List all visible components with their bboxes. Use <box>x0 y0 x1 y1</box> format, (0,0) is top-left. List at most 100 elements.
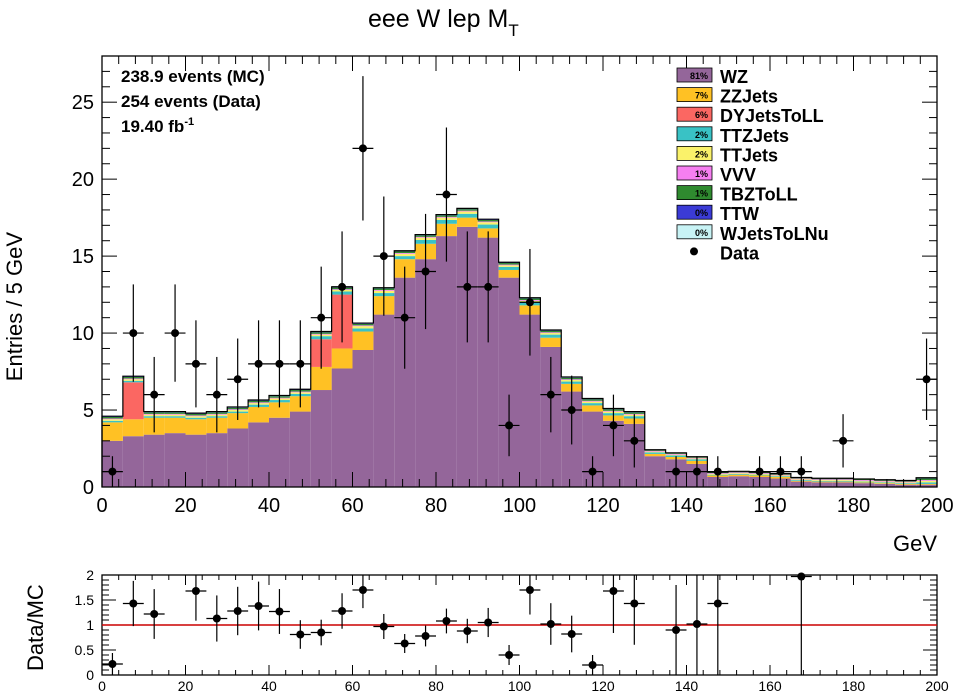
ratio-y-axis-label: Data/MC <box>23 584 48 671</box>
legend-swatch-ttzjets <box>676 126 713 142</box>
bar-wz-bin <box>143 434 165 487</box>
legend-percent: 6% <box>695 110 708 120</box>
data-events-label: 254 events (Data) <box>121 92 261 111</box>
data-point <box>463 282 472 291</box>
bar-tbztoll-bin <box>456 209 478 211</box>
legend-label-zzjets: ZZJets <box>720 87 778 107</box>
bar-ttjets-bin <box>874 481 896 483</box>
bar-wz-bin <box>811 482 833 487</box>
y-tick-label: 15 <box>72 246 94 268</box>
bar-zzjets-bin <box>185 419 207 435</box>
bar-vvv-bin <box>853 480 875 481</box>
bar-zzjets-bin <box>832 481 854 483</box>
bar-ttjets-bin <box>895 482 917 484</box>
bar-ttjets-bin <box>102 419 123 421</box>
data-point <box>922 375 931 384</box>
bar-wz-bin <box>248 422 269 487</box>
legend-label-data: Data <box>720 243 760 263</box>
ratio-point <box>212 614 221 623</box>
ratio-y-tick-label: 0.5 <box>75 642 95 658</box>
bar-vvv-bin <box>477 221 499 223</box>
bar-tbztoll-bin <box>164 412 186 414</box>
legend-label-ttzjets: TTZJets <box>720 126 789 146</box>
x-tick-label: 20 <box>174 495 196 517</box>
bar-vvv-bin <box>665 453 687 455</box>
legend-percent: 0% <box>695 228 708 238</box>
data-point <box>839 436 848 445</box>
bar-wz-bin <box>352 350 374 487</box>
bar-tbztoll-bin <box>665 453 687 454</box>
bar-vvv-bin <box>874 480 896 482</box>
x-axis-label: GeV <box>893 531 937 556</box>
data-point <box>442 190 451 199</box>
bar-ttzjets-bin <box>728 473 750 475</box>
x-tick-label: 40 <box>258 495 280 517</box>
bar-wz-bin <box>227 428 249 487</box>
legend-swatch-dyjetstoll <box>676 106 713 122</box>
bar-wz-bin <box>331 368 353 487</box>
legend-swatch-ttw <box>676 204 713 220</box>
legend-swatch-tbztoll <box>676 185 713 201</box>
bar-zzjets-bin <box>498 269 520 278</box>
data-point <box>254 359 263 368</box>
bar-ttzjets-bin <box>644 452 666 454</box>
data-point <box>108 467 117 476</box>
data-point <box>588 467 597 476</box>
bar-wz-bin <box>164 433 186 487</box>
data-point <box>797 467 806 476</box>
bar-vvv-bin <box>728 472 750 474</box>
bar-vvv-bin <box>352 325 374 327</box>
bar-wz-bin <box>310 390 332 487</box>
data-point <box>150 390 159 399</box>
ratio-x-tick-label: 120 <box>591 678 615 691</box>
bar-ttzjets-bin <box>874 482 896 484</box>
data-point <box>630 436 639 445</box>
y-tick-label: 10 <box>72 323 94 345</box>
ratio-point <box>713 599 722 608</box>
bar-zzjets-bin <box>310 366 332 391</box>
bar-zzjets-bin <box>164 417 186 434</box>
bar-ttzjets-bin <box>811 480 833 482</box>
ratio-point <box>317 628 326 637</box>
bar-tbztoll-bin <box>498 263 520 265</box>
legend: 81% WZ 7% ZZJets 6% DYJetsToLL 2% TTZJets 2% TTJe… <box>676 67 829 263</box>
bar-vvv-bin <box>164 413 186 415</box>
y-tick-label: 5 <box>83 400 94 422</box>
bar-zzjets-bin <box>582 405 603 412</box>
legend-swatch-zzjets <box>676 87 713 102</box>
bar-zzjets-bin <box>352 331 374 351</box>
bar-tbztoll-bin <box>895 480 917 482</box>
x-tick-label: 0 <box>96 495 107 517</box>
ratio-point <box>505 651 514 659</box>
bar-vvv-bin <box>916 480 937 481</box>
bar-wz-bin <box>853 483 875 487</box>
bar-tbztoll-bin <box>394 251 416 254</box>
bar-tbztoll-bin <box>477 219 499 222</box>
bar-wz-bin <box>415 259 436 487</box>
ratio-point <box>233 607 242 615</box>
data-point <box>275 359 284 368</box>
bar-ttjets-bin <box>916 480 937 483</box>
bar-ttzjets-bin <box>916 482 937 484</box>
bar-ttjets-bin <box>498 265 520 267</box>
x-tick-label: 100 <box>503 495 536 517</box>
bar-wz-bin <box>456 226 478 487</box>
legend-label-dyjetstoll: DYJetsToLL <box>720 106 824 126</box>
ratio-x-tick-label: 100 <box>508 678 532 691</box>
ratio-point <box>630 599 639 608</box>
bar-zzjets-bin <box>728 474 750 477</box>
bar-ttjets-bin <box>394 253 416 257</box>
ratio-point <box>358 586 367 594</box>
data-point <box>421 267 430 276</box>
bar-ttzjets-bin <box>477 224 499 229</box>
legend-swatch-vvv <box>676 165 713 181</box>
data-point <box>296 359 305 368</box>
data-point <box>609 421 618 430</box>
bar-dyjetstoll-bin <box>122 382 144 420</box>
data-point <box>713 467 722 476</box>
legend-data-marker <box>690 247 698 256</box>
bar-wz-bin <box>832 482 854 487</box>
bar-tbztoll-bin <box>102 416 123 419</box>
ratio-point <box>797 572 806 581</box>
data-point <box>505 421 514 430</box>
